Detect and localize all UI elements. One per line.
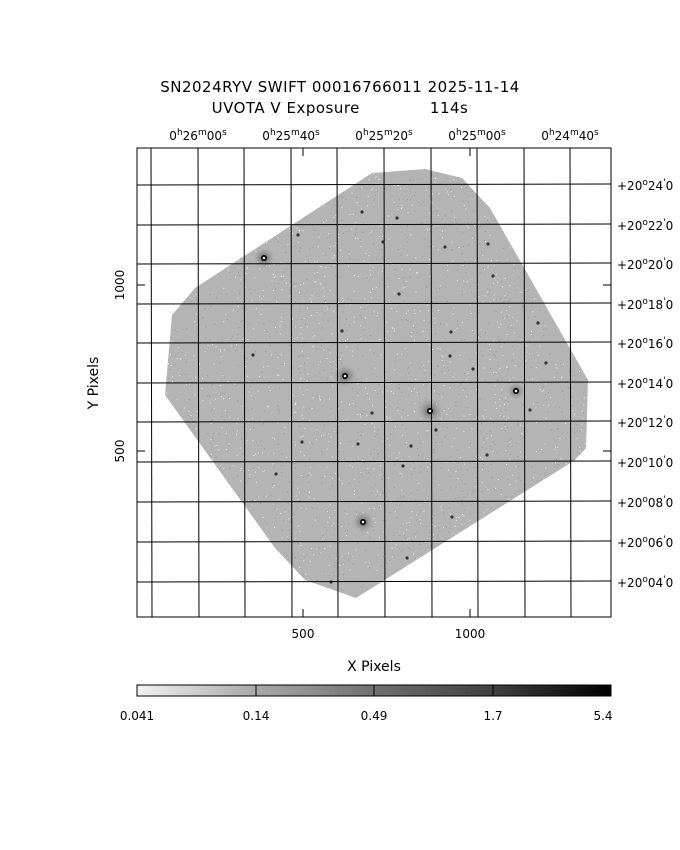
y-axis-label: Y Pixels — [86, 357, 102, 411]
dec-axis-labels: +20o24'0 +20o22'0 +20o20'0 +20o18'0 +20o16'0… — [617, 178, 673, 590]
colorbar-ticks — [255, 685, 494, 696]
ra-tick-label: 0h25m00s — [448, 128, 506, 143]
ra-axis-labels: 0h26m00s 0h25m40s 0h25m20s 0h25m00s 0h24m40s — [169, 128, 599, 143]
x-tick-label: 1000 — [455, 627, 486, 641]
dec-tick-label: +20o24'0 — [617, 178, 673, 193]
filter-exposure-label: UVOTA V Exposure — [211, 99, 360, 117]
dec-tick-label: +20o04'0 — [617, 575, 673, 590]
image-subtitle: UVOTA V Exposure 114s — [0, 99, 680, 117]
dec-tick-label: +20o08'0 — [617, 495, 673, 510]
dec-tick-label: +20o06'0 — [617, 535, 673, 550]
dec-tick-label: +20o10'0 — [617, 455, 673, 470]
ra-tick-label: 0h25m40s — [262, 128, 320, 143]
x-tick-label: 500 — [292, 627, 315, 641]
ra-tick-label: 0h26m00s — [169, 128, 227, 143]
colorbar-label: 0.041 — [120, 709, 154, 723]
colorbar-label: 5.4 — [593, 709, 612, 723]
colorbar-label: 0.49 — [361, 709, 388, 723]
dec-tick-label: +20o20'0 — [617, 257, 673, 272]
exposure-field — [165, 169, 588, 598]
dec-tick-label: +20o12'0 — [617, 415, 673, 430]
frame-ticks — [137, 148, 611, 617]
plot-frame — [136, 147, 612, 618]
exposure-time: 114s — [429, 99, 469, 117]
y-tick-label: 1000 — [113, 270, 127, 301]
ra-tick-label: 0h24m40s — [541, 128, 599, 143]
dec-tick-label: +20o18'0 — [617, 297, 673, 312]
y-tick-label: 500 — [113, 440, 127, 463]
coordinate-grid — [137, 148, 611, 617]
dec-tick-label: +20o14'0 — [617, 376, 673, 391]
x-axis-label: X Pixels — [347, 659, 401, 675]
image-title: SN2024RYV SWIFT 00016766011 2025-11-14 — [160, 78, 520, 96]
ra-tick-label: 0h25m20s — [355, 128, 413, 143]
stars — [251, 210, 548, 584]
dec-tick-label: +20o22'0 — [617, 218, 673, 233]
colorbar-label: 1.7 — [483, 709, 502, 723]
colorbar-label: 0.14 — [243, 709, 270, 723]
dec-tick-label: +20o16'0 — [617, 336, 673, 351]
